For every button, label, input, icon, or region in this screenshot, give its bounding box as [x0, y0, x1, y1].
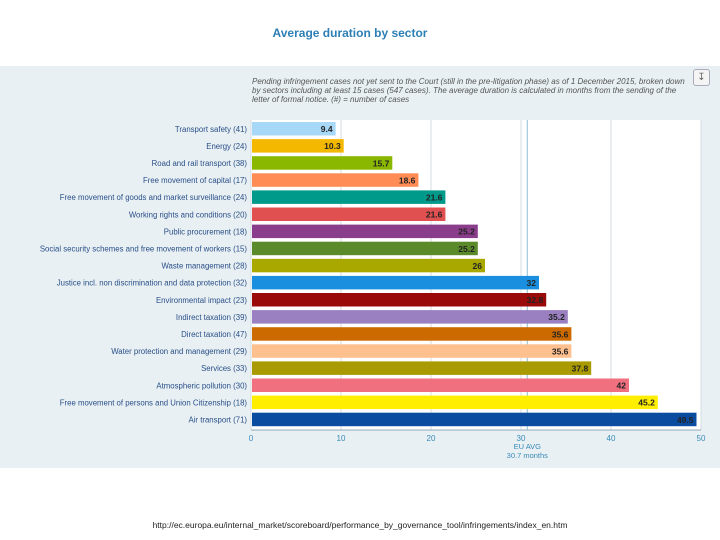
- data-label: 9.4: [321, 124, 333, 134]
- data-label: 21.6: [426, 192, 443, 202]
- category-label: Atmospheric pollution (30): [156, 381, 247, 390]
- bar: [252, 207, 446, 221]
- bar: [252, 412, 697, 427]
- data-label: 37.8: [572, 363, 589, 373]
- category-label: Transport safety (41): [175, 125, 247, 134]
- tick-label: 20: [427, 434, 436, 443]
- bar: [252, 173, 419, 187]
- data-label: 26: [473, 261, 483, 271]
- data-label: 35.6: [552, 329, 569, 339]
- data-label: 32.8: [527, 295, 544, 305]
- data-label: 15.7: [373, 158, 390, 168]
- chart-note: Pending infringement cases not yet sent …: [252, 77, 685, 104]
- data-label: 49.5: [677, 415, 694, 425]
- bar: [252, 139, 344, 153]
- data-label: 42: [617, 381, 627, 391]
- tick-label: 10: [337, 434, 346, 443]
- category-label: Water protection and management (29): [111, 347, 247, 356]
- category-label: Air transport (71): [189, 415, 248, 424]
- category-label: Free movement of persons and Union Citiz…: [60, 398, 248, 407]
- bar: [252, 156, 393, 170]
- bar: [252, 395, 658, 410]
- category-label: Services (33): [201, 364, 247, 373]
- eu-average-label: EU AVG: [514, 442, 542, 451]
- category-label: Direct taxation (47): [181, 330, 247, 339]
- bar: [252, 241, 478, 256]
- category-label: Environmental impact (23): [156, 296, 247, 305]
- data-label: 25.2: [458, 244, 475, 254]
- data-label: 25.2: [458, 227, 475, 237]
- bar: [252, 310, 568, 324]
- plot-area: [251, 120, 701, 430]
- bar: [252, 293, 547, 307]
- bar: [252, 258, 485, 273]
- category-label: Justice incl. non discrimination and dat…: [57, 279, 248, 288]
- download-button[interactable]: ↧: [693, 69, 710, 86]
- data-label: 10.3: [324, 141, 341, 151]
- bar: [252, 190, 446, 204]
- category-label: Free movement of goods and market survei…: [60, 193, 248, 202]
- bar: [252, 361, 592, 375]
- data-label: 32: [527, 278, 537, 288]
- category-label: Waste management (28): [161, 262, 247, 271]
- bar: [252, 224, 478, 239]
- tick-label: 40: [607, 434, 616, 443]
- category-label: Indirect taxation (39): [176, 313, 247, 322]
- category-label: Public procurement (18): [164, 227, 248, 236]
- data-label: 18.6: [399, 175, 416, 185]
- eu-average-value-label: 30.7 months: [507, 451, 549, 460]
- category-label: Working rights and conditions (20): [129, 210, 248, 219]
- data-label: 45.2: [638, 398, 655, 408]
- category-label: Energy (24): [206, 142, 247, 151]
- tick-label: 50: [697, 434, 706, 443]
- data-label: 35.2: [548, 312, 565, 322]
- download-icon: ↧: [697, 72, 706, 83]
- bar: [252, 344, 572, 358]
- bar: [252, 378, 629, 392]
- category-label: Road and rail transport (38): [152, 159, 248, 168]
- tick-label: 30: [517, 434, 526, 443]
- category-label: Social security schemes and free movemen…: [40, 244, 248, 253]
- category-label: Free movement of capital (17): [143, 176, 247, 185]
- source-link[interactable]: http://ec.europa.eu/internal_market/scor…: [152, 520, 568, 530]
- data-label: 21.6: [426, 210, 443, 220]
- bar: [252, 327, 572, 341]
- data-label: 35.6: [552, 346, 569, 356]
- tick-label: 0: [249, 434, 254, 443]
- bar: [252, 275, 539, 290]
- bar: [252, 122, 336, 136]
- page-title: Average duration by sector: [272, 26, 428, 40]
